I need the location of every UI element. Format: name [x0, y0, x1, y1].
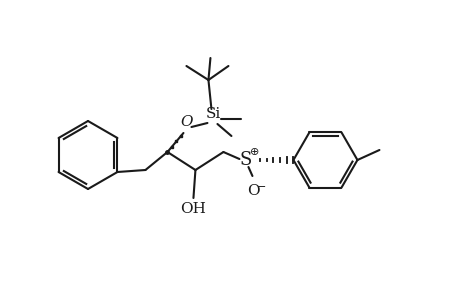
Text: O: O — [180, 115, 192, 129]
Text: S: S — [239, 151, 251, 169]
Text: Si: Si — [205, 107, 221, 121]
Text: O: O — [246, 184, 259, 198]
Text: −: − — [256, 182, 266, 192]
Text: ⊕: ⊕ — [249, 147, 258, 157]
Text: OH: OH — [180, 202, 206, 216]
